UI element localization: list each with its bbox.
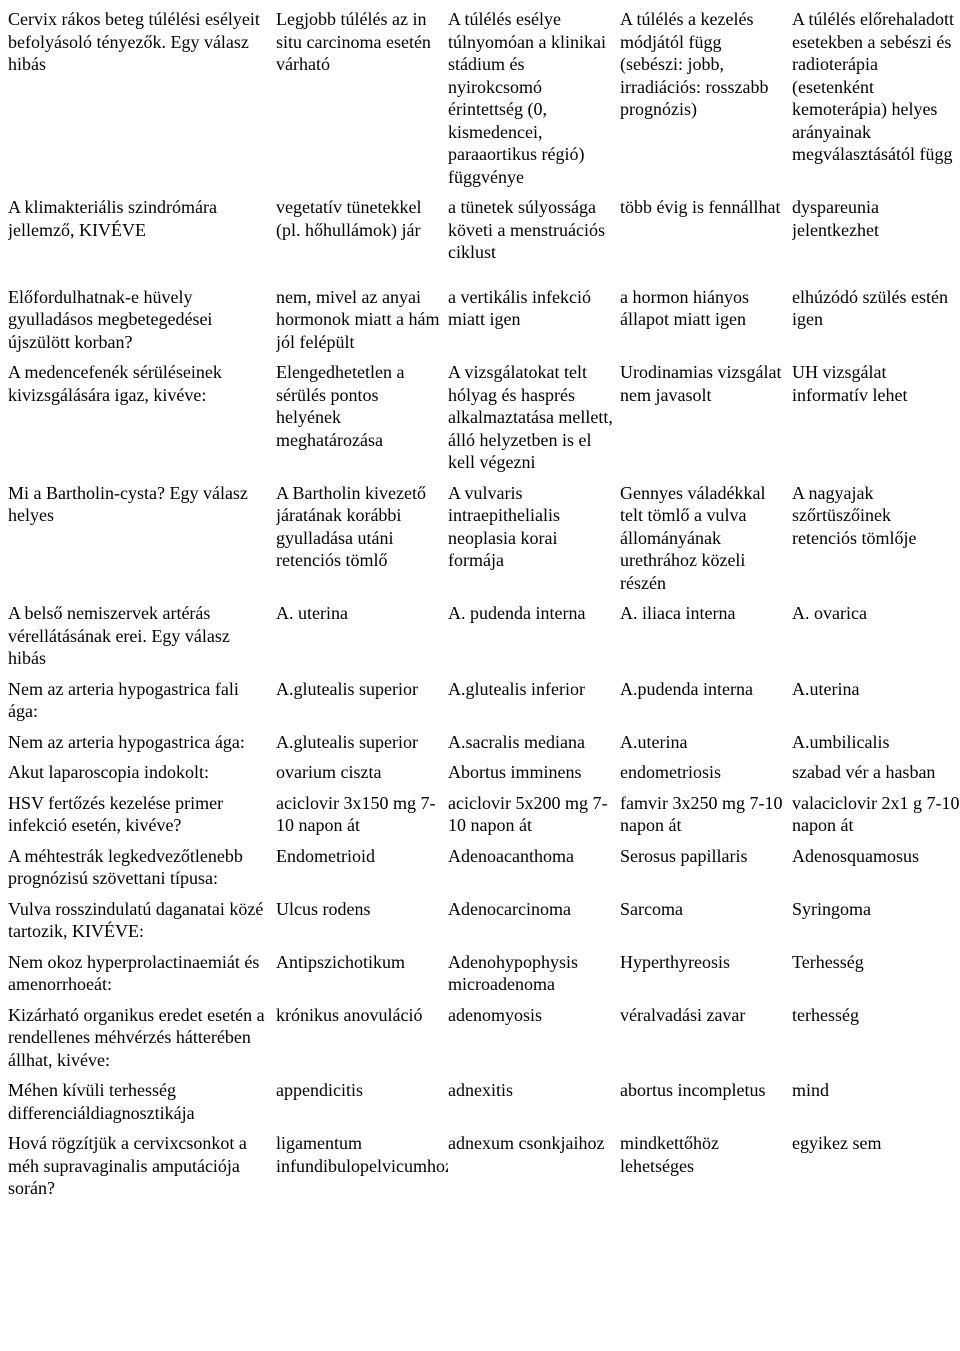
answer-cell: a tünetek súlyossága követi a menstruáci… — [448, 194, 620, 270]
table-row: Akut laparoscopia indokolt: ovarium cisz… — [8, 759, 960, 790]
answer-cell: elhúzódó szülés estén igen — [792, 284, 960, 360]
table-row: Kizárható organikus eredet esetén a rend… — [8, 1002, 960, 1078]
question-cell: Nem okoz hyperprolactinaemiát és amenorr… — [8, 949, 276, 1002]
answer-cell: szabad vér a hasban — [792, 759, 960, 790]
answer-cell: A. iliaca interna — [620, 600, 792, 676]
answer-cell: Serosus papillaris — [620, 843, 792, 896]
answer-cell: Adenoacanthoma — [448, 843, 620, 896]
answer-cell: Legjobb túlélés az in situ carcinoma ese… — [276, 6, 448, 194]
answer-cell: adnexum csonkjaihoz — [448, 1130, 620, 1206]
answer-cell: Adenocarcinoma — [448, 896, 620, 949]
answer-cell: a vertikális infekció miatt igen — [448, 284, 620, 360]
answer-cell: Abortus imminens — [448, 759, 620, 790]
table-row: Előfordulhatnak-e hüvely gyulladásos meg… — [8, 284, 960, 360]
table-row: A klimakteriális szindrómára jellemző, K… — [8, 194, 960, 270]
answer-cell: A.glutealis superior — [276, 729, 448, 760]
answer-cell: adnexitis — [448, 1077, 620, 1130]
table-row: Hová rögzítjük a cervixcsonkot a méh sup… — [8, 1130, 960, 1206]
answer-cell: vegetatív tünetekkel (pl. hőhullámok) já… — [276, 194, 448, 270]
answer-cell: A.uterina — [792, 676, 960, 729]
answer-cell: több évig is fennállhat — [620, 194, 792, 270]
answer-cell: egyikez sem — [792, 1130, 960, 1206]
table-row: Mi a Bartholin-cysta? Egy válasz helyes … — [8, 480, 960, 601]
answer-cell: A. uterina — [276, 600, 448, 676]
question-cell: A méhtestrák legkedvezőtlenebb prognózis… — [8, 843, 276, 896]
answer-cell: Terhesség — [792, 949, 960, 1002]
answer-cell: ovarium ciszta — [276, 759, 448, 790]
question-cell: Akut laparoscopia indokolt: — [8, 759, 276, 790]
table-row: Méhen kívüli terhesség differenciáldiagn… — [8, 1077, 960, 1130]
answer-cell: Gennyes váladékkal telt tömlő a vulva ál… — [620, 480, 792, 601]
table-row: Cervix rákos beteg túlélési esélyeit bef… — [8, 6, 960, 194]
answer-cell: Hyperthyreosis — [620, 949, 792, 1002]
answer-cell: A.glutealis superior — [276, 676, 448, 729]
question-cell: A medencefenék sérüléseinek kivizsgálásá… — [8, 359, 276, 480]
answer-cell: endometriosis — [620, 759, 792, 790]
answer-cell: appendicitis — [276, 1077, 448, 1130]
question-cell: Nem az arteria hypogastrica fali ága: — [8, 676, 276, 729]
answer-cell: krónikus anovuláció — [276, 1002, 448, 1078]
answer-cell: abortus incompletus — [620, 1077, 792, 1130]
answer-cell: mindkettőhöz lehetséges — [620, 1130, 792, 1206]
table-row: A belső nemiszervek artérás vérellátásán… — [8, 600, 960, 676]
answer-cell: A nagyajak szőrtüszőinek retenciós tömlő… — [792, 480, 960, 601]
question-cell: Kizárható organikus eredet esetén a rend… — [8, 1002, 276, 1078]
answer-cell: famvir 3x250 mg 7-10 napon át — [620, 790, 792, 843]
answer-cell: Ulcus rodens — [276, 896, 448, 949]
spacer-row — [8, 270, 960, 284]
answer-cell: terhesség — [792, 1002, 960, 1078]
answer-cell: A.umbilicalis — [792, 729, 960, 760]
question-cell: Nem az arteria hypogastrica ága: — [8, 729, 276, 760]
question-cell: Méhen kívüli terhesség differenciáldiagn… — [8, 1077, 276, 1130]
answer-cell: A vulvaris intraepithelialis neoplasia k… — [448, 480, 620, 601]
answer-cell: A. pudenda interna — [448, 600, 620, 676]
question-cell: Előfordulhatnak-e hüvely gyulladásos meg… — [8, 284, 276, 360]
question-cell: Vulva rosszindulatú daganatai közé tarto… — [8, 896, 276, 949]
answer-cell: aciclovir 3x150 mg 7-10 napon át — [276, 790, 448, 843]
answer-cell: mind — [792, 1077, 960, 1130]
answer-cell: A túlélés előrehaladott esetekben a sebé… — [792, 6, 960, 194]
question-cell: Mi a Bartholin-cysta? Egy válasz helyes — [8, 480, 276, 601]
table-row: Vulva rosszindulatú daganatai közé tarto… — [8, 896, 960, 949]
answer-cell: A vizsgálatokat telt hólyag és hasprés a… — [448, 359, 620, 480]
answer-cell: adenomyosis — [448, 1002, 620, 1078]
table-row: A medencefenék sérüléseinek kivizsgálásá… — [8, 359, 960, 480]
table-row: Nem okoz hyperprolactinaemiát és amenorr… — [8, 949, 960, 1002]
answer-cell: Antipszichotikum — [276, 949, 448, 1002]
answer-cell: Adenohypophysis microadenoma — [448, 949, 620, 1002]
answer-cell: véralvadási zavar — [620, 1002, 792, 1078]
question-cell: A belső nemiszervek artérás vérellátásán… — [8, 600, 276, 676]
answer-cell: aciclovir 5x200 mg 7-10 napon át — [448, 790, 620, 843]
answer-cell: Elengedhetetlen a sérülés pontos helyéne… — [276, 359, 448, 480]
answer-cell: dyspareunia jelentkezhet — [792, 194, 960, 270]
answer-cell: A.pudenda interna — [620, 676, 792, 729]
question-cell: HSV fertőzés kezelése primer infekció es… — [8, 790, 276, 843]
question-cell: Cervix rákos beteg túlélési esélyeit bef… — [8, 6, 276, 194]
answer-cell: A.uterina — [620, 729, 792, 760]
answer-cell: Adenosquamosus — [792, 843, 960, 896]
answer-cell: Urodinamias vizsgálat nem javasolt — [620, 359, 792, 480]
answer-cell: nem, mivel az anyai hormonok miatt a hám… — [276, 284, 448, 360]
answer-cell: A.glutealis inferior — [448, 676, 620, 729]
table-row: A méhtestrák legkedvezőtlenebb prognózis… — [8, 843, 960, 896]
question-cell: Hová rögzítjük a cervixcsonkot a méh sup… — [8, 1130, 276, 1206]
answer-cell: A túlélés a kezelés módjától függ (sebés… — [620, 6, 792, 194]
answer-cell: Sarcoma — [620, 896, 792, 949]
table-row: Nem az arteria hypogastrica fali ága: A.… — [8, 676, 960, 729]
answer-cell: Endometrioid — [276, 843, 448, 896]
table-row: HSV fertőzés kezelése primer infekció es… — [8, 790, 960, 843]
answer-cell: A. ovarica — [792, 600, 960, 676]
answer-cell: ligamentum infundibulopelvicumhoz — [276, 1130, 448, 1206]
answer-cell: a hormon hiányos állapot miatt igen — [620, 284, 792, 360]
answer-cell: valaciclovir 2x1 g 7-10 napon át — [792, 790, 960, 843]
answer-cell: A.sacralis mediana — [448, 729, 620, 760]
table-row: Nem az arteria hypogastrica ága: A.glute… — [8, 729, 960, 760]
question-cell: A klimakteriális szindrómára jellemző, K… — [8, 194, 276, 270]
answer-cell: Syringoma — [792, 896, 960, 949]
answer-cell: A Bartholin kivezető járatának korábbi g… — [276, 480, 448, 601]
answer-cell: A túlélés esélye túlnyomóan a klinikai s… — [448, 6, 620, 194]
question-table: Cervix rákos beteg túlélési esélyeit bef… — [8, 6, 960, 1206]
answer-cell: UH vizsgálat informatív lehet — [792, 359, 960, 480]
